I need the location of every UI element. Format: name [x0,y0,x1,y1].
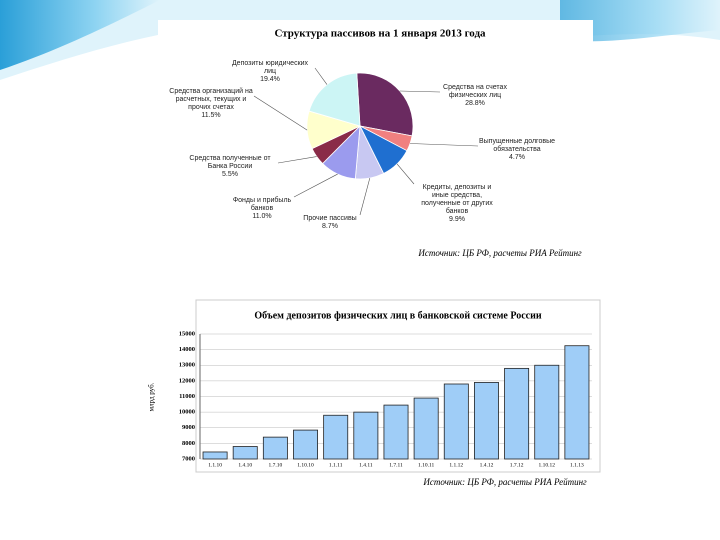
y-tick-label: 14000 [179,346,195,353]
slice-value: 11.5% [201,112,221,119]
chart-title: Структура пассивов на 1 января 2013 года [274,28,486,40]
slice-name: Выпущенные долговые обязательства [478,138,555,153]
x-tick-label: 1.4.12 [480,462,494,468]
y-tick-label: 10000 [179,409,195,416]
slice-value: 11.0% [252,213,272,220]
x-tick-label: 1.10.11 [418,462,435,468]
pie-label: Средства полученные от Банка России 5.5% [182,155,278,179]
bar [323,414,349,460]
x-tick-label: 1.1.10 [208,462,222,468]
slice-name: Средства на счетах физических лиц [443,84,507,99]
leader-line [399,90,441,93]
y-tick-label: 9000 [182,424,195,431]
x-tick-label: 1.1.12 [449,462,463,468]
pie-label: Депозиты юридических лиц 19.4% [225,60,315,84]
leader-line [293,173,338,198]
bar [473,382,499,460]
x-tick-label: 1.1.13 [570,462,584,468]
pie-label: Средства на счетах физических лиц 28.8% [440,84,510,108]
bar [504,367,530,460]
x-tick-label: 1.10.10 [297,462,314,468]
leader-line [253,95,308,131]
bar [413,397,439,460]
y-tick-label: 7000 [182,455,195,462]
leader-line [410,143,479,147]
slice-name: Депозиты юридических лиц [231,60,309,75]
x-tick-label: 1.1.11 [329,462,343,468]
bar [383,404,409,460]
bar [534,364,560,460]
pie-label: Прочие пассивы 8.7% [300,215,360,231]
slice-name: Средства организаций на расчетных, текущ… [169,88,253,111]
x-tick-label: 1.7.11 [389,462,403,468]
bar [293,429,319,460]
pie-slice [308,72,361,127]
leader-line [277,156,317,164]
bar [202,451,228,460]
slice-value: 4.7% [509,154,525,161]
bar [443,383,469,460]
pie-label: Фонды и прибыль банков 11.0% [230,197,294,221]
leader-line [314,67,328,85]
bar [564,345,590,460]
leader-line [396,163,415,185]
chart-title: Объем депозитов физических лиц в банковс… [254,310,541,321]
x-tick-label: 1.7.10 [269,462,283,468]
bar [262,436,288,460]
y-tick-label: 11000 [179,393,195,400]
bar [353,411,379,460]
slice-value: 8.7% [322,223,338,230]
leader-line [359,178,371,216]
slice-name: Фонды и прибыль банков [232,197,292,212]
x-tick-label: 1.10.12 [539,462,556,468]
pie-label: Средства организаций на расчетных, текущ… [168,88,254,120]
y-tick-label: 12000 [179,377,195,384]
y-tick-label: 8000 [182,440,195,447]
x-tick-label: 1.4.10 [238,462,252,468]
x-tick-label: 1.7.12 [510,462,524,468]
slice-name: Кредиты, депозиты и иные средства, получ… [421,184,493,215]
slice-name: Прочие пассивы [303,215,357,222]
pie-label: Выпущенные долговые обязательства 4.7% [478,138,556,162]
source: Источник: ЦБ РФ, расчеты РИА Рейтинг [417,248,582,258]
slice-value: 9.9% [449,216,465,223]
decor-wave [0,0,160,70]
bar [232,446,258,460]
slice-value: 19.4% [260,76,280,83]
slice-value: 28.8% [465,100,485,107]
y-tick-label: 13000 [179,362,195,369]
source: Источник: ЦБ РФ, расчеты РИА Рейтинг [422,477,587,487]
y-tick-label: 15000 [179,330,195,337]
slice-value: 5.5% [222,171,238,178]
y-axis-label: млрд руб. [148,382,156,411]
decor-wave [560,0,720,42]
pie-label: Кредиты, депозиты и иные средства, получ… [414,184,500,224]
x-tick-label: 1.4.11 [359,462,373,468]
slice-name: Средства полученные от Банка России [189,155,271,170]
